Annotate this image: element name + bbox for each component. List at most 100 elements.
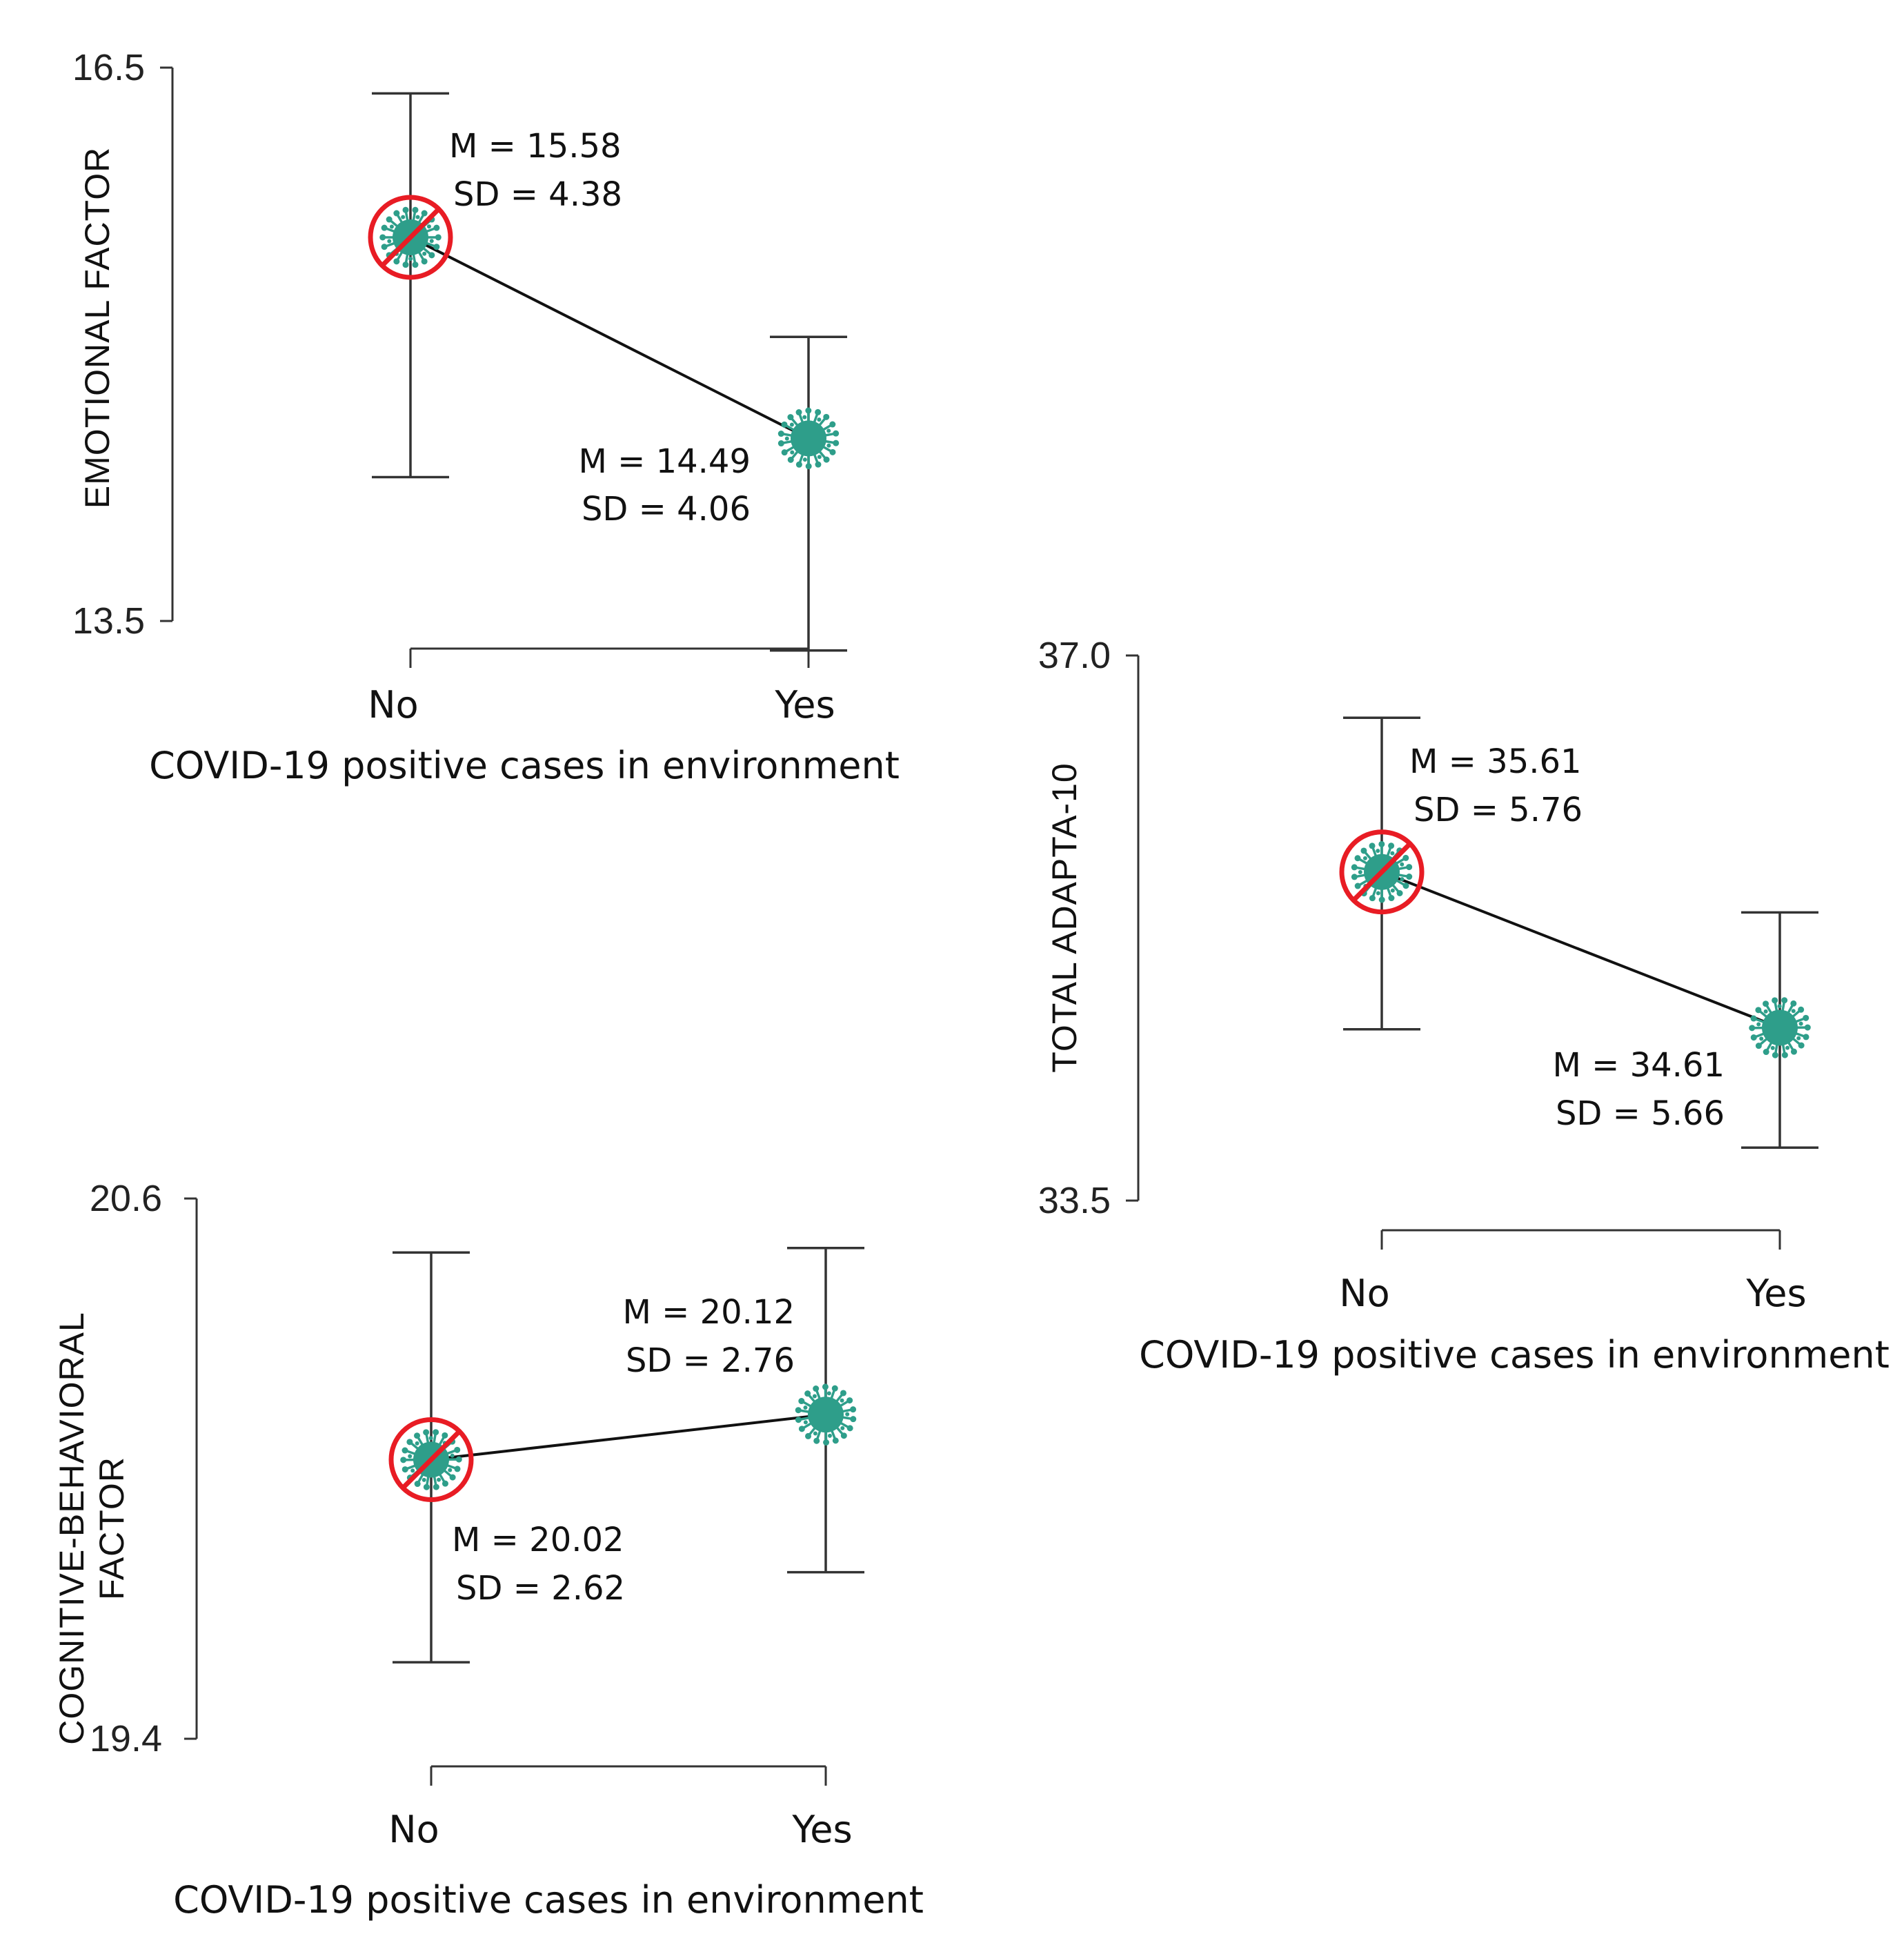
virus-dot: [1390, 888, 1395, 893]
virus-spike-tip: [381, 224, 388, 231]
virus-spike-tip: [402, 262, 409, 268]
virus-spike-tip: [850, 1416, 857, 1423]
virus-spike-tip: [1790, 1000, 1797, 1007]
mean-label: M = 34.61: [1552, 1046, 1725, 1085]
no-symbol-ring: [1339, 829, 1425, 915]
virus-spike-tip: [846, 1397, 853, 1404]
virus-spike-tip: [454, 1466, 461, 1472]
virus-dot: [389, 224, 394, 229]
virus-spike-tip: [815, 408, 822, 415]
sd-label: SD = 5.66: [1556, 1094, 1725, 1133]
virus-dot: [813, 1431, 817, 1436]
virus-dot: [1770, 1045, 1775, 1050]
virus-spike-tip: [777, 431, 784, 437]
no-symbol-icon: [1339, 829, 1425, 915]
virus-spike-tip: [455, 1456, 462, 1463]
virus-dot: [422, 1477, 426, 1482]
virus-dot: [812, 1394, 817, 1399]
virus-spike-tip: [433, 244, 440, 250]
virus-spike-tip: [1750, 1015, 1757, 1022]
virus-dot: [387, 239, 392, 244]
virus-spike-tip: [831, 1385, 838, 1392]
virus-spike-tip: [850, 1406, 857, 1413]
virus-dot: [1400, 862, 1405, 867]
virus-spike-tip: [1354, 855, 1361, 862]
virus-spike-tip: [829, 421, 836, 428]
virus-dot: [422, 251, 427, 256]
virus-icon: [1749, 997, 1811, 1058]
virus-spike-tip: [1755, 1007, 1762, 1014]
sd-label: SD = 4.06: [582, 490, 751, 529]
virus-spike-tip: [1750, 1034, 1757, 1041]
virus-spike-tip: [804, 1390, 811, 1397]
virus-dot: [401, 215, 406, 219]
virus-dot: [1376, 849, 1380, 854]
virus-spike-tip: [822, 1383, 829, 1390]
x-tick-label-yes: Yes: [774, 683, 835, 727]
virus-body: [1762, 1009, 1798, 1046]
virus-dot: [826, 1391, 831, 1396]
chart-emotional-factor: 16.5 13.5 EMOTIONAL FACTOR No Yes COVID-19 po…: [72, 47, 900, 787]
virus-dot: [426, 224, 431, 229]
virus-spike-tip: [1790, 1048, 1797, 1055]
sd-label: SD = 4.38: [453, 175, 622, 214]
no-symbol-ring: [388, 1417, 474, 1502]
virus-spike-tip: [840, 1390, 846, 1397]
virus-spike-tip: [1369, 895, 1376, 902]
virus-body: [808, 1397, 844, 1433]
virus-spike-tip: [454, 1446, 461, 1453]
no-symbol-slash: [380, 207, 441, 268]
virus-dot: [428, 1436, 433, 1441]
virus-dot: [840, 1398, 844, 1403]
virus-dot: [415, 1441, 419, 1446]
virus-dot: [817, 455, 822, 460]
x-tick-label-no: No: [388, 1808, 439, 1851]
virus-spike-tip: [1798, 1006, 1805, 1013]
virus-spike-tip: [400, 1457, 407, 1463]
virus-spike-tip: [1755, 1043, 1762, 1049]
no-symbol-icon: [368, 195, 453, 280]
x-tick-label-no: No: [1339, 1272, 1389, 1315]
virus-spike-tip: [805, 1432, 812, 1439]
x-tick-label-no: No: [368, 683, 418, 727]
virus-spike-tip: [433, 1429, 439, 1436]
virus-spike-tip: [423, 1483, 430, 1490]
y-tick-label: 33.5: [1038, 1180, 1111, 1221]
virus-spike-tip: [1803, 1014, 1809, 1021]
mean-label: M = 35.61: [1409, 742, 1582, 781]
virus-dot: [784, 436, 789, 441]
virus-dot: [1400, 877, 1405, 882]
virus-spike-tip: [1781, 997, 1788, 1004]
virus-spike-tip: [781, 449, 788, 456]
virus-spike-tip: [832, 1437, 839, 1444]
virus-spike-tip: [442, 1432, 448, 1439]
virus-dot: [802, 457, 807, 462]
virus-dot: [1390, 851, 1395, 856]
no-symbol-slash: [1351, 842, 1412, 903]
virus-spike-tip: [381, 244, 388, 250]
virus-spike-tip: [833, 430, 840, 437]
virus-spike-tip: [1406, 864, 1413, 871]
virus-dot: [827, 1433, 832, 1438]
virus-dot: [1759, 1036, 1764, 1041]
x-axis-label: COVID-19 positive cases in environment: [1139, 1333, 1890, 1377]
virus-spike-tip: [379, 234, 386, 241]
virus-dot: [437, 1477, 442, 1482]
mean-label: M = 20.12: [622, 1293, 795, 1332]
virus-spike-tip: [1351, 874, 1358, 880]
virus-spike-tip: [402, 206, 409, 213]
virus-dot: [1756, 1022, 1761, 1027]
virus-spike-tip: [1402, 854, 1409, 861]
virus-dot: [415, 215, 420, 219]
no-symbol-ring: [368, 195, 453, 280]
virus-spike-tip: [1388, 842, 1395, 849]
virus-spike-tip: [421, 210, 428, 217]
virus-spike-tip: [1798, 1042, 1805, 1049]
virus-spike-tip: [1749, 1025, 1756, 1032]
virus-spike-tip: [442, 1480, 448, 1487]
virus-spike-tip: [1378, 896, 1385, 903]
y-tick-label: 20.6: [90, 1178, 162, 1219]
virus-dot: [789, 422, 794, 427]
virus-spike-tip: [401, 1466, 408, 1473]
virus-dot: [1358, 870, 1362, 875]
